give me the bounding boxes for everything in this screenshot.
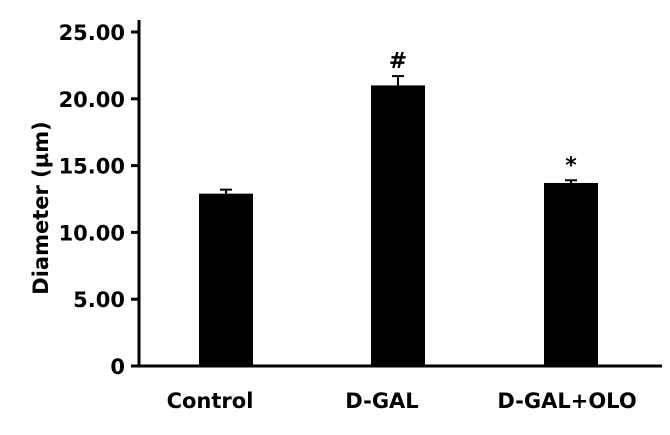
- x-category-label: D-GAL: [345, 389, 418, 413]
- y-tick-label: 0: [110, 355, 125, 379]
- bar-d-gal-olo: [544, 182, 598, 366]
- x-axis-labels: Control D-GAL D-GAL+OLO: [167, 389, 637, 413]
- y-tick-label: 25.00: [59, 21, 125, 45]
- y-tick-label: 10.00: [59, 221, 125, 245]
- x-category-label: Control: [167, 389, 254, 413]
- significance-marker: #: [389, 49, 407, 74]
- y-tick-label: 20.00: [59, 88, 125, 112]
- y-tick-label: 5.00: [73, 288, 125, 312]
- y-tick-label: 15.00: [59, 155, 125, 179]
- bars: #*: [199, 49, 598, 366]
- bar-control: [199, 193, 253, 366]
- x-category-label: D-GAL+OLO: [497, 389, 636, 413]
- y-axis-ticks: 0 5.00 10.00 15.00 20.00 25.00: [59, 21, 139, 379]
- bar-d-gal: [371, 85, 425, 366]
- y-axis-title: Diameter (µm): [29, 121, 53, 294]
- significance-marker: *: [565, 153, 577, 178]
